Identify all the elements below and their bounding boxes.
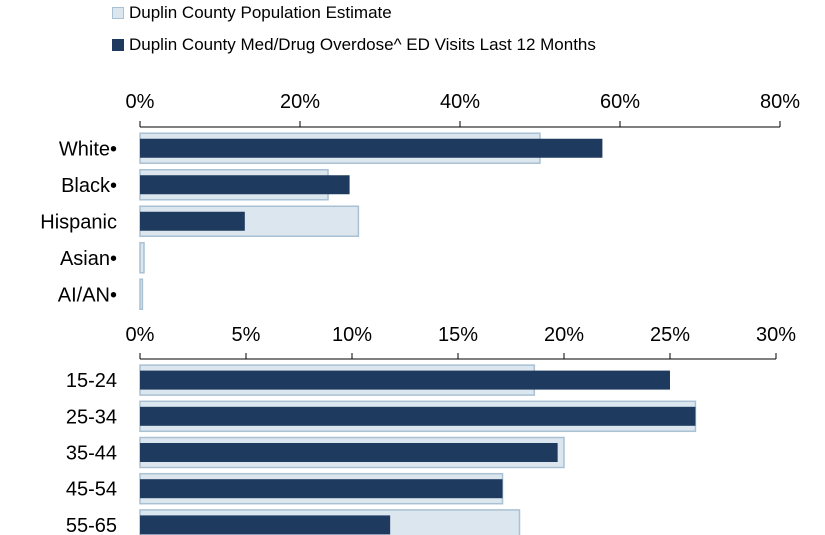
x-tick-label: 15%: [438, 324, 478, 346]
legend-label-population: Duplin County Population Estimate: [129, 3, 392, 22]
bar-population: [139, 242, 145, 274]
bar-ed-visits: [140, 370, 670, 390]
category-label: 35-44: [66, 443, 117, 465]
x-tick-label: 5%: [232, 324, 261, 346]
x-tick-label: 80%: [760, 91, 800, 113]
category-label: Asian•: [60, 248, 117, 270]
x-tick-label: 20%: [280, 91, 320, 113]
legend-swatch-ed-visits: [112, 39, 124, 51]
category-label: AI/AN•: [58, 284, 117, 306]
category-label: Hispanic: [40, 211, 117, 233]
bar-population: [139, 278, 144, 310]
chart-legend: Duplin County Population Estimate Duplin…: [112, 2, 596, 66]
bar-ed-visits: [140, 479, 503, 499]
category-label: 55-65: [66, 515, 117, 535]
legend-swatch-population: [112, 7, 124, 19]
bar-ed-visits: [140, 211, 245, 231]
x-tick-label: 25%: [650, 324, 690, 346]
x-tick-label: 60%: [600, 91, 640, 113]
x-tick-label: 20%: [544, 324, 584, 346]
x-tick-label: 0%: [126, 324, 155, 346]
legend-item-population: Duplin County Population Estimate: [112, 2, 596, 24]
x-tick-label: 0%: [126, 91, 155, 113]
bar-ed-visits: [140, 406, 696, 426]
legend-label-ed-visits: Duplin County Med/Drug Overdose^ ED Visi…: [129, 35, 596, 54]
bar-ed-visits: [140, 515, 391, 535]
legend-item-ed-visits: Duplin County Med/Drug Overdose^ ED Visi…: [112, 34, 596, 56]
bar-ed-visits: [140, 175, 350, 195]
category-label: Black•: [61, 175, 117, 197]
bar-ed-visits: [140, 138, 603, 158]
category-label: White•: [59, 138, 117, 160]
x-tick-label: 30%: [756, 324, 796, 346]
bar-ed-visits: [140, 443, 558, 462]
category-label: 25-34: [66, 406, 117, 428]
x-tick-label: 10%: [332, 324, 372, 346]
category-label: 45-54: [66, 479, 117, 501]
category-label: 15-24: [66, 370, 117, 392]
x-tick-label: 40%: [440, 91, 480, 113]
